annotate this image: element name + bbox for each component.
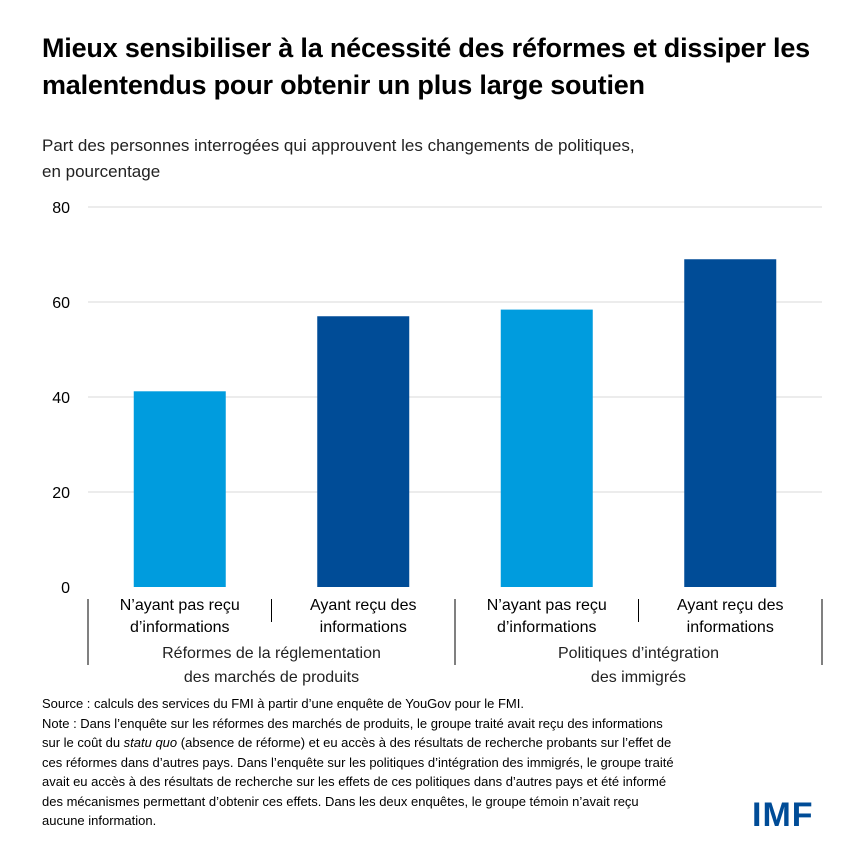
y-tick-label: 40	[52, 390, 70, 407]
group-label: Politiques d’intégration des immigrés	[558, 645, 719, 686]
subtitle-line-1: Part des personnes interrogées qui appro…	[42, 136, 635, 155]
y-tick-label: 60	[52, 295, 70, 312]
bar-1-1	[684, 259, 777, 587]
y-tick-label: 0	[61, 580, 70, 597]
imf-logo: IMF	[752, 796, 814, 834]
chart-title: Mieux sensibiliser à la nécessité des ré…	[42, 33, 810, 100]
category-label: N’ayant pas reçu d’informations	[120, 597, 240, 636]
note-line-2-pre: sur le coût du	[42, 735, 124, 750]
category-label: N’ayant pas reçu d’informations	[487, 597, 607, 636]
note-line-2-italic: statu quo	[123, 735, 178, 750]
bar-1-0	[500, 309, 593, 587]
note-line-6: aucune information.	[42, 813, 157, 828]
group-label: Réformes de la réglementation des marchés…	[162, 645, 381, 686]
bar-0-1	[317, 316, 410, 587]
bar-chart: 0 20 40 60 80 N’ayant pas reçu d’informations A…	[52, 200, 823, 686]
category-label: Ayant reçu des informations	[310, 597, 416, 636]
note-line-5: des mécanismes permettant d’obtenir ces …	[42, 793, 639, 809]
y-tick-label: 80	[52, 200, 70, 217]
note-line-4: avait eu accès à des résultats de recher…	[42, 774, 667, 789]
note-line-2: sur le coût du statu quo (absence de réf…	[42, 733, 762, 753]
subtitle-line-2: en pourcentage	[42, 162, 161, 181]
category-label: Ayant reçu des informations	[677, 597, 783, 636]
note-line-2-post: (absence de réforme) et eu accès à des r…	[177, 735, 672, 750]
chart-subtitle: Part des personnes interrogées qui appro…	[42, 133, 802, 185]
bar-0-0	[133, 391, 226, 587]
note-line-1: Note : Dans l’enquête sur les réformes d…	[42, 715, 663, 731]
source-line: Source : calculs des services du FMI à p…	[42, 696, 524, 711]
source-notes: Source : calculs des services du FMI à p…	[42, 694, 762, 831]
note-line-3: ces réformes dans d’autres pays. Dans l’…	[42, 754, 674, 770]
y-tick-label: 20	[52, 485, 70, 502]
